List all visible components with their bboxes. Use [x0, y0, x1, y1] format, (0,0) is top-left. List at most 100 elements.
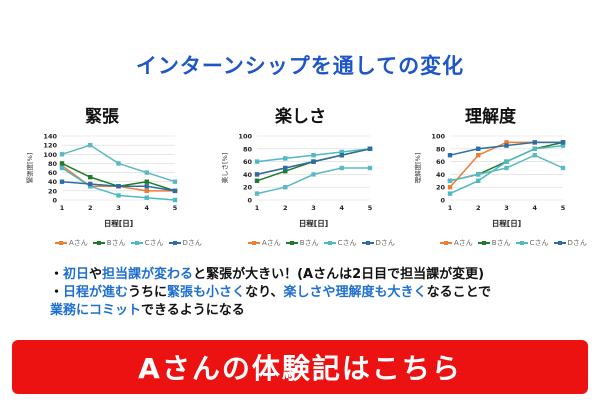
note-highlight: 緊張も小さく [167, 285, 246, 300]
series-line [449, 141, 563, 188]
legend-item: Dさん [168, 238, 202, 248]
data-point [311, 159, 316, 164]
legend-label: Cさん [337, 239, 357, 247]
data-point [144, 170, 149, 175]
data-point [339, 149, 344, 155]
legend-label: Cさん [529, 239, 549, 247]
note-line: 業務にコミットできるようになる [50, 302, 590, 320]
x-tick-label: 5 [368, 204, 373, 212]
note-text: なることで [426, 285, 492, 300]
data-point [283, 165, 288, 171]
y-tick-label: 140 [43, 133, 57, 141]
legend-label: Bさん [299, 239, 319, 247]
data-point [172, 197, 178, 203]
data-point [560, 140, 566, 145]
legend-swatch [477, 241, 490, 245]
data-point [504, 159, 509, 164]
y-tick-label: 60 [243, 158, 253, 166]
x-tick-label: 2 [476, 204, 481, 212]
legend-swatch [323, 241, 336, 245]
legend-swatch [285, 241, 298, 245]
data-point [447, 191, 453, 196]
data-point [311, 172, 316, 177]
y-tick-label: 100 [431, 133, 445, 141]
data-point [144, 179, 149, 184]
legend-item: Aさん [55, 238, 88, 248]
legend-swatch [130, 241, 143, 245]
chart-fun-legend: Aさん Bさん Cさん Dさん [248, 238, 395, 248]
data-point [504, 140, 509, 145]
x-tick-label: 4 [339, 204, 344, 212]
summary-notes: ・初日や担当課が変わると緊張が大きい！(Aさんは2日目で担当課が変更) ・日程が進… [50, 266, 590, 320]
experience-report-button[interactable]: Aさんの体験記はこちら [12, 340, 588, 394]
note-highlight: 業務にコミット [50, 303, 142, 318]
legend-label: Dさん [567, 239, 587, 247]
legend-swatch [515, 241, 528, 245]
y-tick-label: 0 [247, 197, 252, 205]
data-point [254, 191, 260, 196]
legend-label: Dさん [375, 239, 395, 247]
legend-item: Cさん [515, 238, 549, 248]
note-text: ・ [50, 285, 64, 300]
data-point [447, 178, 453, 183]
y-tick-label: 60 [436, 158, 446, 166]
legend-item: Cさん [130, 238, 164, 248]
chart-title-understanding: 理解度 [465, 107, 516, 127]
y-tick-label: 0 [52, 197, 57, 205]
y-tick-label: 40 [243, 171, 253, 179]
data-point [504, 165, 509, 171]
data-point [254, 159, 260, 164]
x-tick-label: 5 [561, 204, 566, 212]
legend-swatch [361, 241, 374, 245]
y-tick-label: 40 [436, 171, 446, 179]
legend-item: Dさん [553, 238, 587, 248]
note-line: ・初日や担当課が変わると緊張が大きい！(Aさんは2日目で担当課が変更) [50, 266, 590, 284]
data-point [116, 161, 121, 166]
y-tick-label: 20 [48, 187, 58, 195]
x-tick-label: 3 [311, 204, 316, 212]
legend-swatch [92, 241, 105, 245]
data-point [476, 146, 481, 151]
data-point [476, 172, 481, 177]
y-tick-label: 100 [43, 151, 57, 159]
data-point [560, 165, 566, 171]
data-point [88, 142, 93, 148]
x-tick-label: 2 [283, 204, 288, 212]
data-point [476, 153, 481, 158]
data-point [144, 184, 149, 189]
legend-swatch [55, 241, 67, 245]
series-line [256, 167, 370, 195]
legend-label: Aさん [69, 239, 88, 247]
chart-understanding-legend: Aさん Bさん Cさん Dさん [440, 238, 587, 248]
data-point [476, 178, 481, 183]
data-point [560, 143, 566, 148]
x-tick-label: 2 [88, 204, 93, 212]
data-point [311, 153, 316, 158]
data-point [59, 152, 65, 157]
data-point [88, 184, 93, 189]
data-point [339, 165, 344, 171]
legend-item: Bさん [92, 238, 126, 248]
data-point [283, 185, 288, 190]
y-tick-label: 80 [48, 160, 58, 168]
legend-swatch [553, 241, 566, 245]
y-tick-label: 20 [243, 184, 253, 192]
x-tick-label: 1 [448, 204, 453, 212]
legend-label: Bさん [491, 239, 511, 247]
data-point [59, 179, 65, 184]
chart-title-fun: 楽しさ [275, 107, 326, 127]
legend-item: Aさん [440, 238, 473, 248]
legend-swatch [248, 241, 260, 245]
y-tick-label: 80 [436, 145, 446, 153]
legend-label: Aさん [454, 239, 473, 247]
data-point [116, 193, 121, 198]
legend-item: Cさん [323, 238, 357, 248]
data-point [172, 188, 178, 194]
data-point [116, 184, 121, 189]
chart-understanding: 0 20 40 60 80 100 1 2 3 4 5 日程[日] 理解度[%] [413, 133, 566, 229]
data-point [59, 161, 65, 166]
x-axis-label: 日程[日] [299, 219, 328, 228]
data-point [144, 188, 149, 194]
x-tick-label: 5 [173, 204, 178, 212]
